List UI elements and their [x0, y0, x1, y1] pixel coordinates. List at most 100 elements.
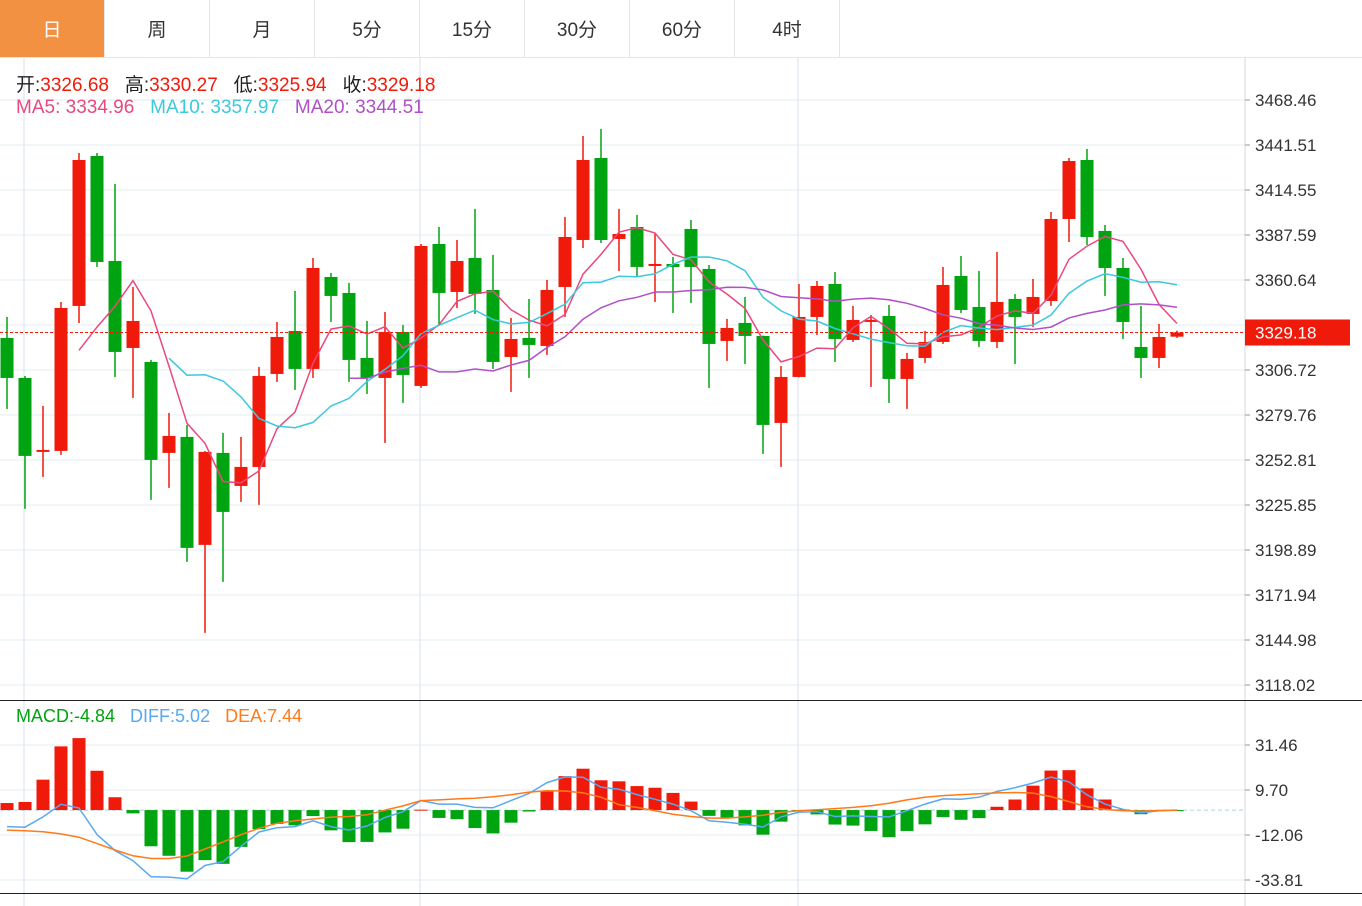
candle — [306, 257, 320, 378]
macd-bar — [252, 810, 266, 830]
macd-tick-label: 9.70 — [1255, 781, 1288, 800]
candle — [1152, 323, 1166, 368]
macd-bar — [900, 810, 914, 831]
macd-bar — [486, 810, 500, 834]
tab-day[interactable]: 日 — [0, 0, 105, 57]
macd-bar — [990, 806, 1004, 811]
indicator-lines — [6, 226, 1178, 880]
macd-bar — [1026, 785, 1040, 811]
macd-bar — [918, 810, 932, 825]
candle — [18, 375, 32, 509]
candle — [900, 352, 914, 409]
macd-bar — [126, 810, 140, 814]
open-label: 开: — [16, 75, 41, 96]
macd-bar — [1044, 770, 1058, 811]
candle-body — [126, 320, 140, 348]
candle-body — [72, 159, 86, 306]
diff-line — [6, 776, 1178, 880]
macd-bar — [522, 810, 536, 812]
candle — [1170, 330, 1184, 338]
candle — [342, 282, 356, 382]
macd-bar — [882, 810, 896, 838]
candle — [1044, 211, 1058, 306]
candle — [648, 233, 662, 302]
candle — [504, 317, 518, 392]
candle-body — [576, 159, 590, 240]
candle-body — [432, 243, 446, 293]
close-label: 收: — [342, 75, 367, 96]
macd-bar — [1062, 770, 1076, 811]
candle-body — [1062, 160, 1076, 219]
candle-body — [468, 257, 482, 294]
candle-body — [720, 327, 734, 341]
candle — [486, 254, 500, 369]
tab-60min[interactable]: 60分 — [630, 0, 735, 57]
price-tick-label: 3360.64 — [1255, 271, 1316, 290]
candle-body — [144, 361, 158, 460]
candle — [882, 304, 896, 403]
macd-value: -4.84 — [74, 706, 116, 726]
macd-bar — [936, 810, 950, 818]
last-price-label: 3329.18 — [1255, 324, 1316, 343]
candle-body — [1026, 296, 1040, 314]
macd-bar — [198, 810, 212, 861]
macd-bar — [954, 810, 968, 820]
macd-bar — [288, 810, 302, 826]
macd-bar — [828, 810, 842, 825]
tab-month[interactable]: 月 — [210, 0, 315, 57]
candle — [810, 280, 824, 335]
candle — [720, 318, 734, 361]
candle — [864, 314, 878, 387]
low-label: 低: — [233, 75, 258, 96]
candle-body — [540, 289, 554, 346]
candle — [216, 432, 230, 582]
candle — [324, 272, 338, 322]
ma10-label: MA10: — [150, 97, 206, 118]
tab-5min[interactable]: 5分 — [315, 0, 420, 57]
macd-bar — [1008, 799, 1022, 811]
candle-body — [216, 452, 230, 512]
candle — [846, 305, 860, 342]
macd-bar — [234, 810, 248, 847]
price-tick-label: 3387.59 — [1255, 226, 1316, 245]
macd-bar — [396, 810, 410, 829]
tab-week[interactable]: 周 — [105, 0, 210, 57]
price-tick-label: 3225.85 — [1255, 496, 1316, 515]
ma5-label: MA5: — [16, 97, 61, 118]
macd-bar — [972, 810, 986, 819]
macd-bar — [162, 810, 176, 856]
candle — [54, 301, 68, 455]
candle — [666, 256, 680, 313]
candle-body — [702, 268, 716, 344]
candle — [90, 152, 104, 267]
tab-30min[interactable]: 30分 — [525, 0, 630, 57]
open-value: 3326.68 — [40, 75, 109, 96]
candle — [630, 214, 644, 276]
candle-body — [1152, 336, 1166, 358]
candle-body — [630, 226, 644, 267]
macd-bar — [0, 803, 14, 811]
tab-15min[interactable]: 15分 — [420, 0, 525, 57]
macd-bar — [108, 797, 122, 811]
macd-bar — [216, 810, 230, 864]
candle-body — [1134, 346, 1148, 358]
macd-bar — [504, 810, 518, 823]
candle — [594, 128, 608, 243]
macd-bar — [1080, 788, 1094, 811]
candle-body — [504, 338, 518, 357]
price-tick-label: 3198.89 — [1255, 541, 1316, 560]
candle — [396, 324, 410, 403]
candle-body — [828, 283, 842, 339]
price-tick-label: 3279.76 — [1255, 406, 1316, 425]
price-tick-label: 3252.81 — [1255, 451, 1316, 470]
candle — [612, 208, 626, 271]
tab-4hour[interactable]: 4时 — [735, 0, 840, 57]
macd-histogram — [0, 738, 1184, 872]
candle-body — [288, 330, 302, 369]
candle-body — [738, 322, 752, 336]
macd-bar — [720, 810, 734, 819]
high-value: 3330.27 — [149, 75, 218, 96]
candle — [1080, 148, 1094, 245]
period-tabs: 日 周 月 5分 15分 30分 60分 4时 — [0, 0, 1362, 58]
